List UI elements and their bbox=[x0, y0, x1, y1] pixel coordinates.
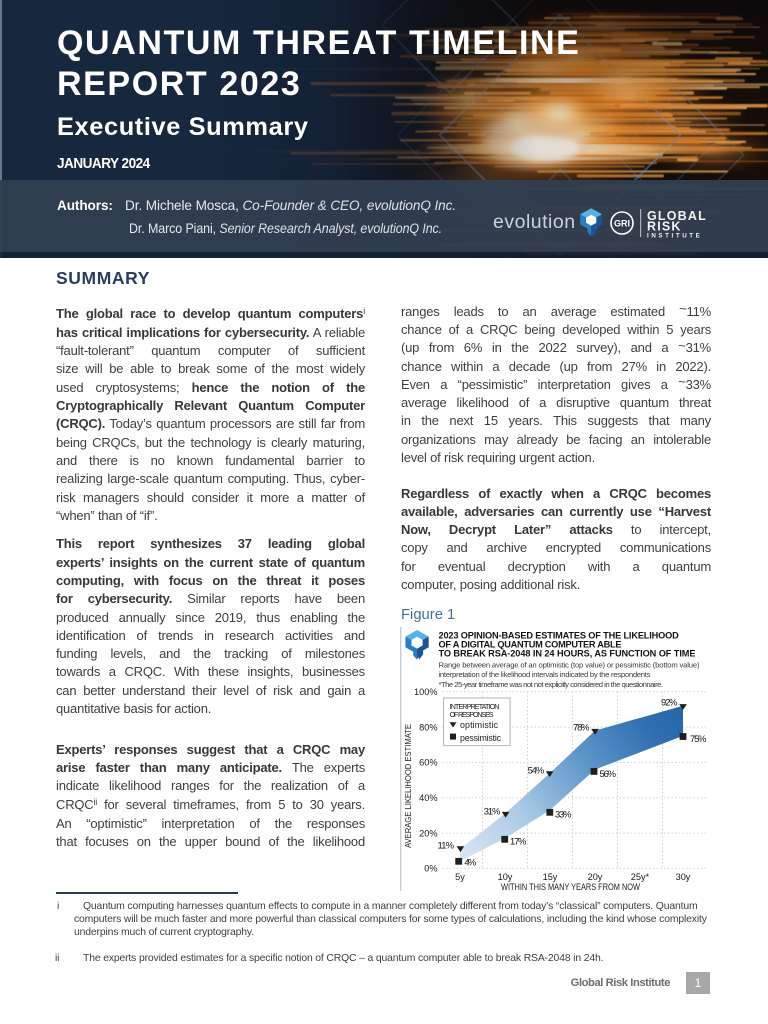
svg-text:evolution: evolution bbox=[493, 211, 576, 233]
svg-text:11%: 11% bbox=[438, 840, 455, 851]
svg-text:33%: 33% bbox=[555, 809, 572, 820]
svg-text:100%: 100% bbox=[414, 687, 438, 697]
svg-text:15y: 15y bbox=[543, 872, 558, 882]
svg-text:31%: 31% bbox=[484, 806, 501, 817]
svg-text:AVERAGE LIKELIHOOD ESTIMATE: AVERAGE LIKELIHOOD ESTIMATE bbox=[404, 724, 413, 848]
svg-text:5y: 5y bbox=[455, 872, 465, 882]
svg-text:92%: 92% bbox=[661, 697, 678, 708]
svg-text:56%: 56% bbox=[600, 768, 617, 779]
svg-text:INTERPRETATION: INTERPRETATION bbox=[450, 702, 500, 711]
svg-text:54%: 54% bbox=[528, 764, 545, 775]
svg-text:INSTITUTE: INSTITUTE bbox=[647, 233, 702, 240]
svg-text:20y: 20y bbox=[588, 872, 603, 882]
svg-text:75%: 75% bbox=[690, 733, 707, 744]
svg-text:optimistic: optimistic bbox=[460, 720, 499, 730]
svg-text:RISK: RISK bbox=[647, 220, 682, 234]
svg-text:30y: 30y bbox=[676, 872, 691, 882]
svg-text:10y: 10y bbox=[498, 872, 513, 882]
svg-text:GLOBAL: GLOBAL bbox=[647, 209, 707, 223]
svg-text:interpretation of the likeliho: interpretation of the likelihood interva… bbox=[439, 670, 651, 679]
svg-text:GRI: GRI bbox=[614, 219, 630, 229]
svg-text:WITHIN THIS MANY YEARS FROM NO: WITHIN THIS MANY YEARS FROM NOW bbox=[501, 882, 640, 892]
svg-text:60%: 60% bbox=[419, 758, 437, 768]
svg-text:*The 25-year timeframe was not: *The 25-year timeframe was not not expli… bbox=[439, 680, 664, 689]
svg-text:0%: 0% bbox=[424, 864, 437, 874]
svg-text:80%: 80% bbox=[419, 722, 437, 732]
svg-text:20%: 20% bbox=[419, 828, 437, 838]
svg-text:78%: 78% bbox=[573, 721, 590, 732]
svg-text:25y*: 25y* bbox=[631, 872, 650, 882]
svg-text:2023 OPINION-BASED ESTIMATES O: 2023 OPINION-BASED ESTIMATES OF THE LIKE… bbox=[439, 630, 680, 640]
svg-text:OF RESPONSES: OF RESPONSES bbox=[450, 710, 494, 719]
svg-text:pessimistic: pessimistic bbox=[460, 733, 502, 743]
svg-text:OF A DIGITAL QUANTUM COMPUTER: OF A DIGITAL QUANTUM COMPUTER ABLE bbox=[439, 639, 622, 649]
svg-text:17%: 17% bbox=[510, 836, 527, 847]
svg-text:4%: 4% bbox=[464, 856, 476, 867]
svg-text:40%: 40% bbox=[419, 793, 437, 803]
svg-text:TO BREAK RSA-2048 IN 24 HOURS,: TO BREAK RSA-2048 IN 24 HOURS, AS FUNCTI… bbox=[439, 649, 696, 659]
svg-text:Range between average of an op: Range between average of an optimistic (… bbox=[439, 661, 700, 670]
